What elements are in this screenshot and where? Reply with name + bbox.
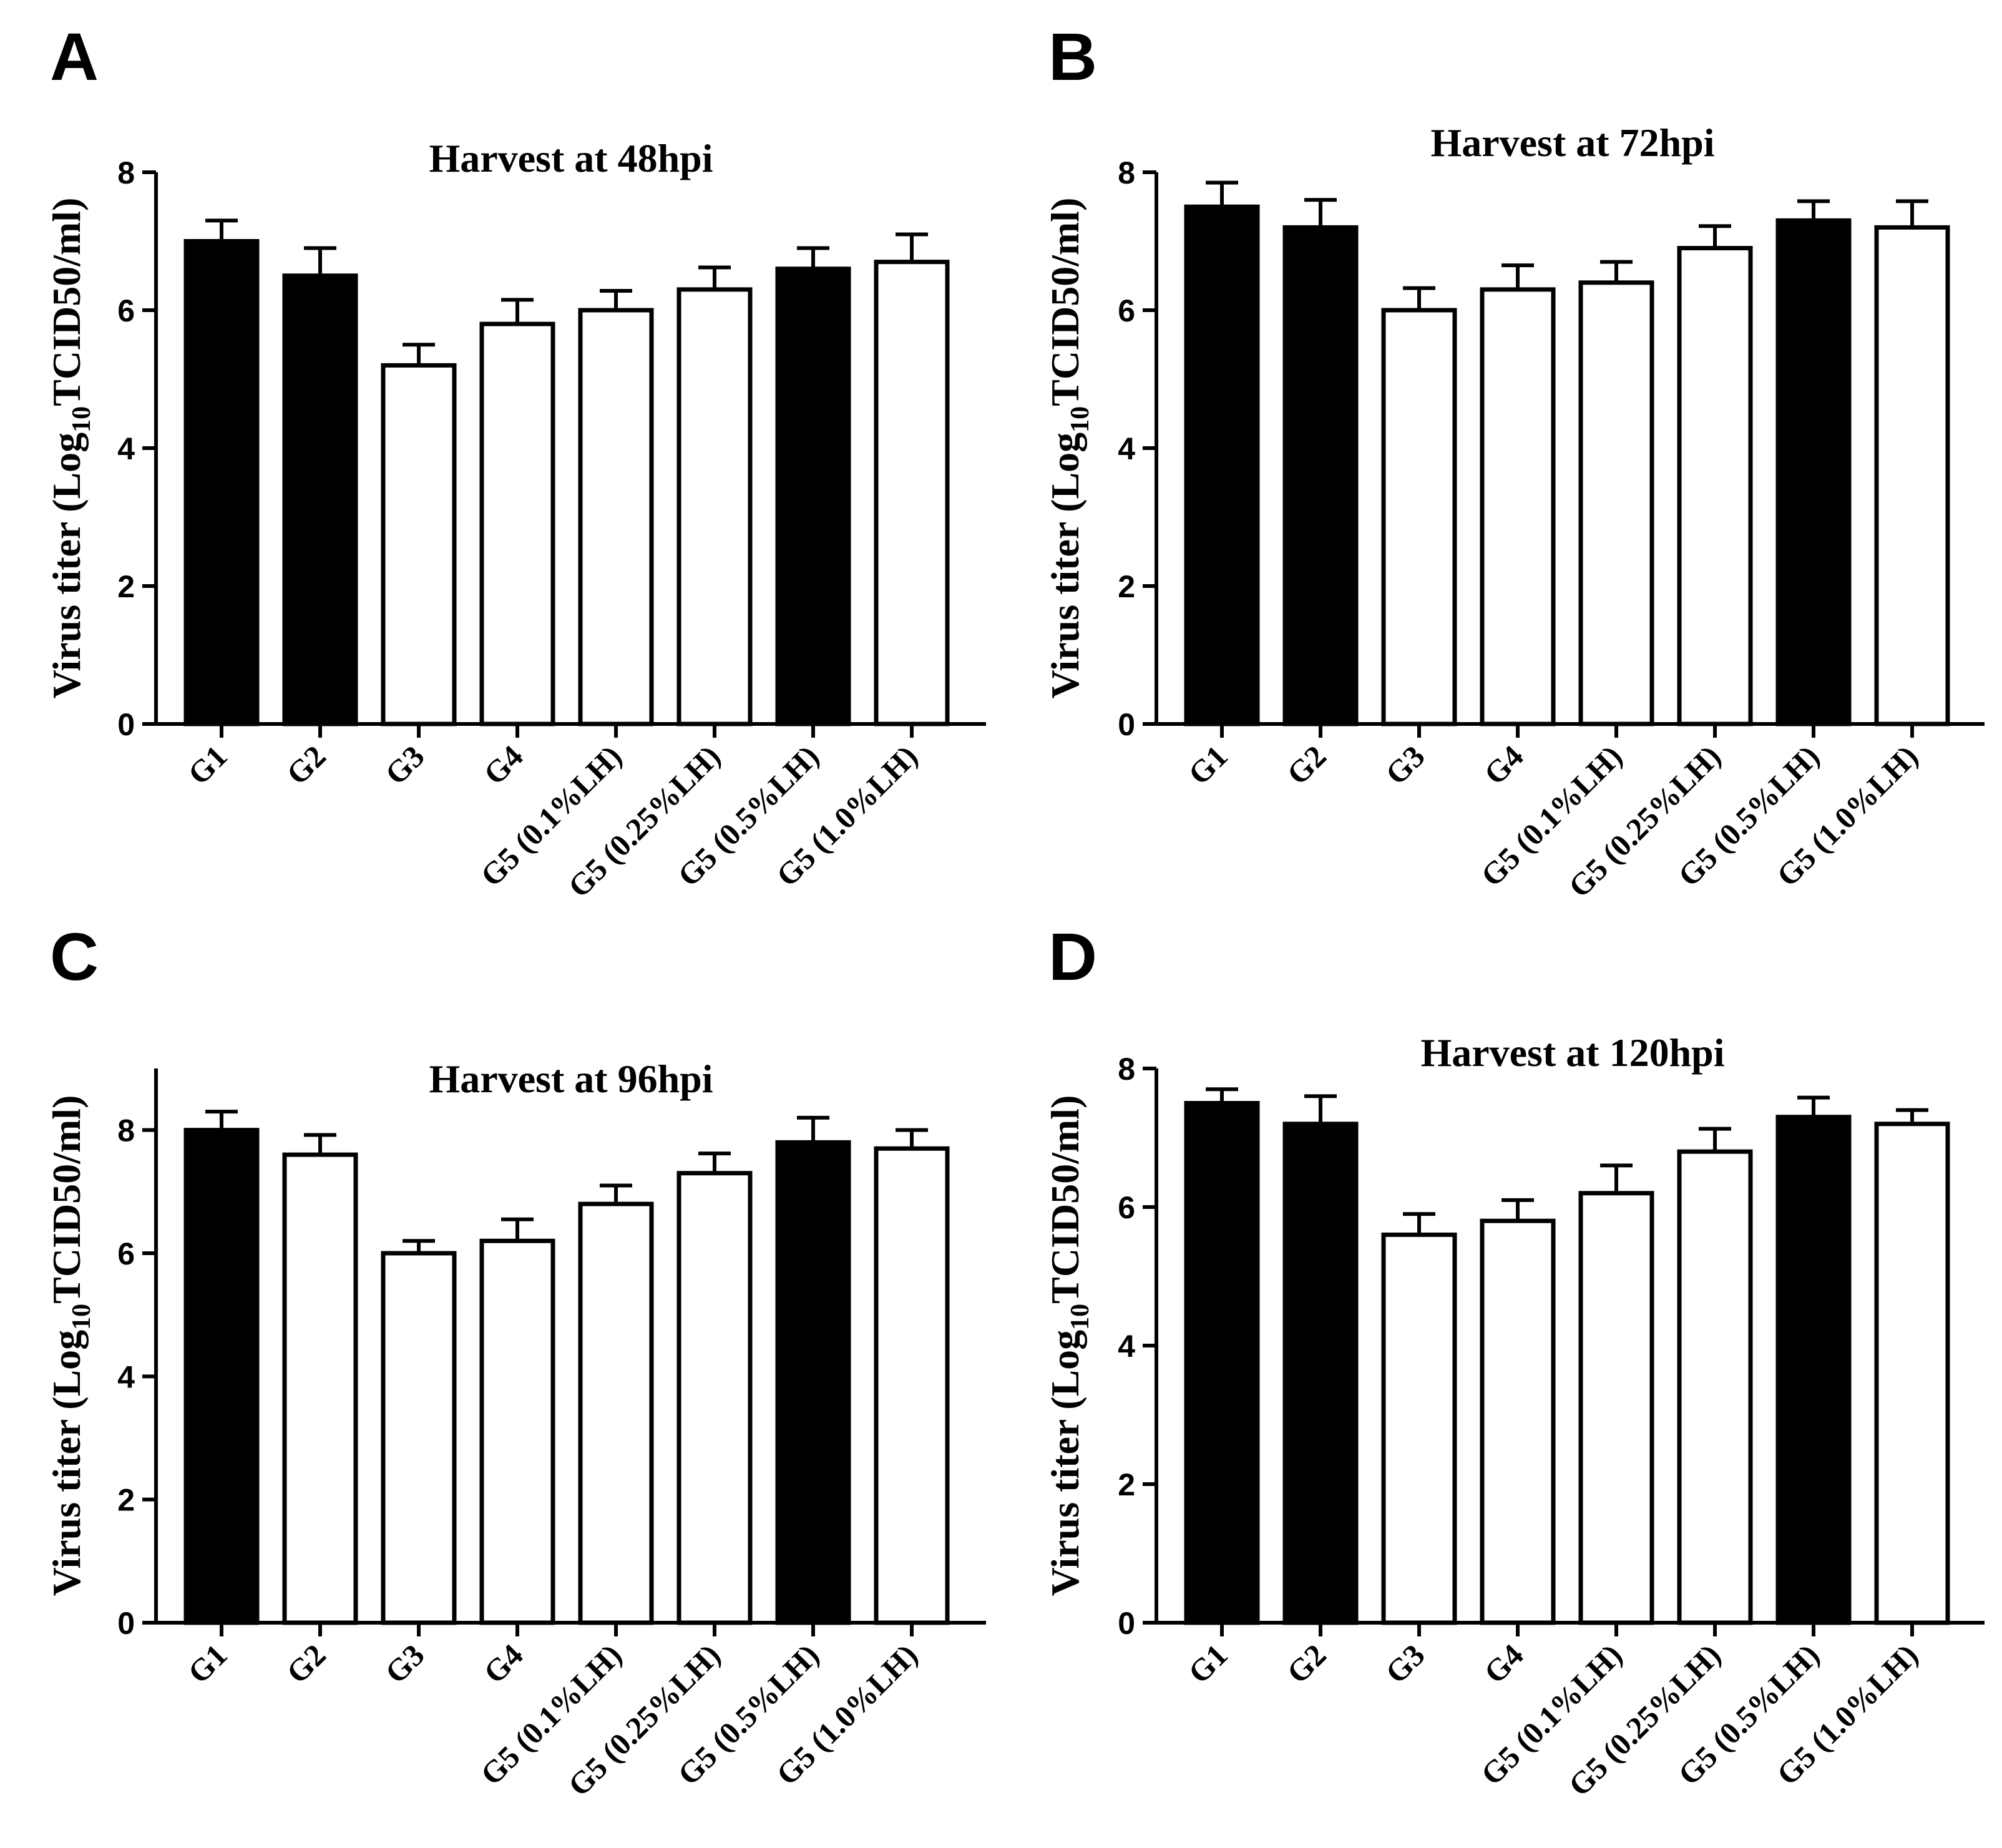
bar-4 — [479, 321, 555, 726]
panel-letter: B — [1048, 19, 1097, 94]
chart-panel-b: B Harvest at 72hpi Virus titer (Log10TCID5… — [1043, 19, 1985, 904]
y-tick-label: 6 — [117, 293, 135, 328]
x-tick-label: G2 — [1280, 738, 1333, 791]
bar-1 — [183, 239, 260, 726]
y-tick-label: 6 — [1118, 1190, 1135, 1225]
bar-5 — [1578, 1191, 1654, 1625]
x-tick-label: G1 — [181, 1637, 234, 1690]
bar-8 — [1874, 1122, 1950, 1625]
x-tick-label: G3 — [1379, 738, 1432, 791]
bar-7 — [1775, 218, 1852, 726]
bar-7 — [1775, 1115, 1852, 1625]
y-tick-label: 2 — [117, 569, 135, 604]
y-tick-label: 6 — [117, 1236, 135, 1271]
bar-1 — [1184, 1101, 1260, 1625]
y-tick-label: 8 — [117, 1113, 135, 1148]
x-tick-label: G1 — [1181, 738, 1234, 791]
y-tick-label: 0 — [1118, 1606, 1135, 1641]
bar-1 — [1184, 204, 1260, 726]
bar-1 — [183, 1128, 260, 1625]
bar-3 — [381, 1251, 457, 1625]
y-tick-label: 8 — [1118, 1052, 1135, 1087]
y-tick-label: 0 — [117, 707, 135, 742]
x-tick-label: G4 — [1477, 1637, 1530, 1690]
bar-8 — [874, 260, 950, 726]
chart-title: Harvest at 48hpi — [429, 136, 713, 180]
chart-panel-c: C Harvest at 96hpi Virus titer (Log10TCID5… — [44, 919, 986, 1803]
y-tick-label: 8 — [117, 155, 135, 190]
chart-title: Harvest at 120hpi — [1420, 1030, 1724, 1075]
y-axis-label: Virus titer (Log10TCID50/ml) — [44, 198, 96, 699]
bar-2 — [1282, 1122, 1359, 1625]
bar-6 — [1677, 1149, 1753, 1625]
x-tick-label: G1 — [1181, 1637, 1234, 1690]
panel-letter: A — [50, 19, 99, 94]
bar-3 — [1381, 308, 1457, 726]
x-tick-label: G4 — [477, 738, 530, 791]
y-axis-label: Virus titer (Log10TCID50/ml) — [1043, 1095, 1095, 1596]
panel-letter: D — [1048, 919, 1097, 994]
y-tick-label: 4 — [117, 1359, 135, 1394]
y-axis-label: Virus titer (Log10TCID50/ml) — [1043, 198, 1095, 699]
chart-title: Harvest at 96hpi — [429, 1057, 713, 1101]
bar-8 — [1874, 225, 1950, 726]
bar-3 — [381, 363, 457, 726]
y-tick-label: 6 — [1118, 293, 1135, 328]
bar-6 — [1677, 246, 1753, 726]
x-tick-label: G2 — [280, 738, 333, 791]
y-axis-label: Virus titer (Log10TCID50/ml) — [44, 1095, 96, 1596]
x-tick-label: G3 — [1379, 1637, 1432, 1690]
y-tick-label: 2 — [1118, 1467, 1135, 1502]
bar-5 — [578, 308, 654, 726]
bar-4 — [479, 1238, 555, 1625]
bar-6 — [676, 287, 753, 726]
y-tick-label: 4 — [1118, 431, 1135, 466]
chart-panel-d: D Harvest at 120hpi Virus titer (Log10TCID… — [1043, 919, 1985, 1803]
chart-title: Harvest at 72hpi — [1430, 120, 1714, 165]
y-tick-label: 0 — [117, 1606, 135, 1641]
chart-panel-a: A Harvest at 48hpi Virus titer (Log10TCID5… — [44, 19, 986, 904]
x-tick-label: G2 — [280, 1637, 333, 1690]
panel-letter: C — [50, 919, 99, 994]
y-tick-label: 2 — [1118, 569, 1135, 604]
x-tick-label: G3 — [378, 738, 431, 791]
bar-6 — [676, 1171, 753, 1625]
bar-4 — [1480, 287, 1556, 726]
y-tick-label: 4 — [1118, 1329, 1135, 1364]
bar-2 — [1282, 225, 1359, 726]
y-tick-label: 2 — [117, 1483, 135, 1518]
bar-7 — [775, 266, 851, 726]
x-tick-label: G2 — [1280, 1637, 1333, 1690]
bar-5 — [578, 1201, 654, 1625]
x-tick-label: G1 — [181, 738, 234, 791]
bar-8 — [874, 1146, 950, 1625]
x-tick-label: G3 — [378, 1637, 431, 1690]
bar-2 — [282, 1152, 358, 1625]
y-tick-label: 8 — [1118, 155, 1135, 190]
x-tick-label: G4 — [477, 1637, 530, 1690]
y-tick-label: 4 — [117, 431, 135, 466]
x-tick-label: G4 — [1477, 738, 1530, 791]
y-tick-label: 0 — [1118, 707, 1135, 742]
bar-4 — [1480, 1218, 1556, 1625]
bar-7 — [775, 1140, 851, 1625]
bar-5 — [1578, 280, 1654, 726]
bar-3 — [1381, 1232, 1457, 1625]
bar-2 — [282, 273, 358, 726]
